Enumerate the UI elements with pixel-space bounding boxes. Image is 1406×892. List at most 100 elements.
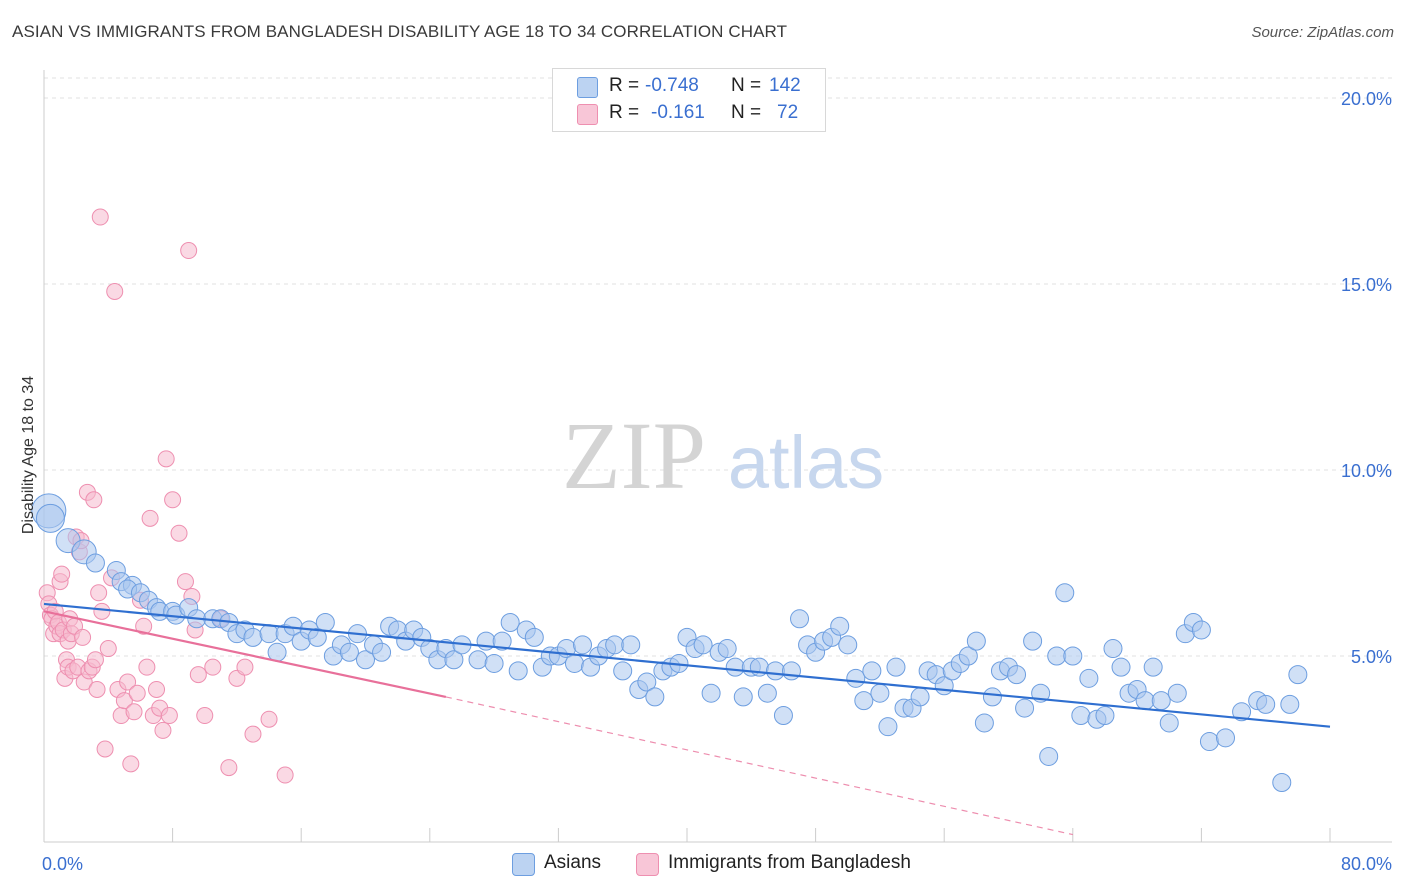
bangladesh-point bbox=[236, 658, 254, 676]
asian-point bbox=[315, 613, 335, 633]
r-label: R = bbox=[609, 102, 640, 123]
asian-point bbox=[1167, 683, 1187, 703]
asian-point bbox=[1095, 706, 1115, 726]
asians-swatch bbox=[577, 77, 598, 98]
y-tick-label: 5.0% bbox=[1351, 647, 1392, 667]
asian-point bbox=[1023, 631, 1043, 651]
asian-point bbox=[1135, 691, 1155, 711]
watermark: ZIP atlas bbox=[562, 402, 884, 509]
asian-point bbox=[1151, 691, 1171, 711]
legend-label-asians: Asians bbox=[544, 852, 602, 873]
bangladesh-point bbox=[170, 524, 188, 542]
bangladesh-point bbox=[141, 509, 159, 527]
asian-point bbox=[862, 661, 882, 681]
asian-point bbox=[846, 668, 866, 688]
watermark-atlas: atlas bbox=[728, 421, 884, 504]
n-value: 142 bbox=[769, 75, 801, 96]
bangladesh-point bbox=[157, 450, 175, 468]
asian-point bbox=[966, 631, 986, 651]
bangladesh-point bbox=[74, 628, 92, 646]
asian-point bbox=[733, 687, 753, 707]
asian-point bbox=[307, 627, 327, 647]
asian-point bbox=[1055, 583, 1075, 603]
asian-point bbox=[1071, 706, 1091, 726]
asian-point bbox=[1216, 728, 1236, 748]
asian-point bbox=[757, 683, 777, 703]
bangladesh-point bbox=[160, 707, 178, 725]
r-value: -0.748 bbox=[645, 75, 699, 96]
bangladesh-point bbox=[148, 680, 166, 698]
bangladesh-point bbox=[204, 658, 222, 676]
n-label: N = bbox=[731, 75, 762, 96]
x-tick-label-max: 80.0% bbox=[1341, 854, 1392, 874]
asian-point bbox=[854, 691, 874, 711]
bangladesh-point bbox=[138, 658, 156, 676]
bangladesh-point bbox=[220, 759, 238, 777]
asian-point bbox=[508, 661, 528, 681]
asian-point bbox=[1079, 668, 1099, 688]
asian-point bbox=[765, 661, 785, 681]
bangladesh-swatch bbox=[577, 104, 598, 125]
asian-point bbox=[621, 635, 641, 655]
asian-point bbox=[910, 687, 930, 707]
y-tick-label: 10.0% bbox=[1341, 461, 1392, 481]
stats-legend: R = -0.748 N = 142 R = -0.161 N = 72 bbox=[552, 68, 826, 132]
asian-point bbox=[645, 687, 665, 707]
bangladesh-point bbox=[90, 584, 108, 602]
asian-point bbox=[870, 683, 890, 703]
asian-point bbox=[339, 642, 359, 662]
r-label: R = bbox=[609, 75, 640, 96]
bangladesh-point bbox=[164, 491, 182, 509]
bangladesh-point bbox=[119, 673, 137, 691]
y-axis-label: Disability Age 18 to 34 bbox=[20, 376, 37, 534]
asian-point bbox=[1232, 702, 1252, 722]
asian-point bbox=[773, 706, 793, 726]
asian-point bbox=[693, 635, 713, 655]
bangladesh-point bbox=[99, 640, 117, 658]
asian-point bbox=[605, 635, 625, 655]
bangladesh-point bbox=[135, 617, 153, 635]
bangladesh-point bbox=[91, 208, 109, 226]
asian-point bbox=[1199, 732, 1219, 752]
bangladesh-point bbox=[189, 666, 207, 684]
asian-point bbox=[974, 713, 994, 733]
asian-point bbox=[243, 627, 263, 647]
bangladesh-point bbox=[128, 684, 146, 702]
y-tick-label: 15.0% bbox=[1341, 275, 1392, 295]
n-label: N = bbox=[731, 102, 762, 123]
asian-point bbox=[830, 616, 850, 636]
asian-point bbox=[701, 683, 721, 703]
series-asians-points bbox=[31, 493, 1308, 792]
bangladesh-point bbox=[276, 766, 294, 784]
bangladesh-point bbox=[96, 740, 114, 758]
asian-point bbox=[886, 657, 906, 677]
asian-point bbox=[1191, 620, 1211, 640]
asian-point bbox=[838, 635, 858, 655]
y-tick-label: 20.0% bbox=[1341, 89, 1392, 109]
asian-point bbox=[524, 627, 544, 647]
asian-point bbox=[492, 631, 512, 651]
asian-point bbox=[717, 639, 737, 659]
source-label: Source: ZipAtlas.com bbox=[1251, 24, 1394, 41]
asian-point bbox=[259, 624, 279, 644]
watermark-zip: ZIP bbox=[562, 402, 706, 509]
asian-point bbox=[1111, 657, 1131, 677]
asian-point bbox=[878, 717, 898, 737]
asians-legend-swatch bbox=[512, 853, 535, 876]
bangladesh-legend-swatch bbox=[636, 853, 659, 876]
asian-point bbox=[637, 672, 657, 692]
trend-lines bbox=[43, 602, 1331, 836]
legend-label-bangladesh: Immigrants from Bangladesh bbox=[668, 852, 911, 873]
asian-point bbox=[468, 650, 488, 670]
n-value: 72 bbox=[777, 102, 799, 123]
asian-point bbox=[1103, 639, 1123, 659]
asian-point bbox=[1143, 657, 1163, 677]
asian-point bbox=[372, 642, 392, 662]
asian-point bbox=[982, 687, 1002, 707]
bangladesh-point bbox=[244, 725, 262, 743]
grid-lines bbox=[44, 77, 1392, 657]
asian-point bbox=[500, 613, 520, 633]
asian-point bbox=[564, 653, 584, 673]
asian-point bbox=[1256, 694, 1276, 714]
